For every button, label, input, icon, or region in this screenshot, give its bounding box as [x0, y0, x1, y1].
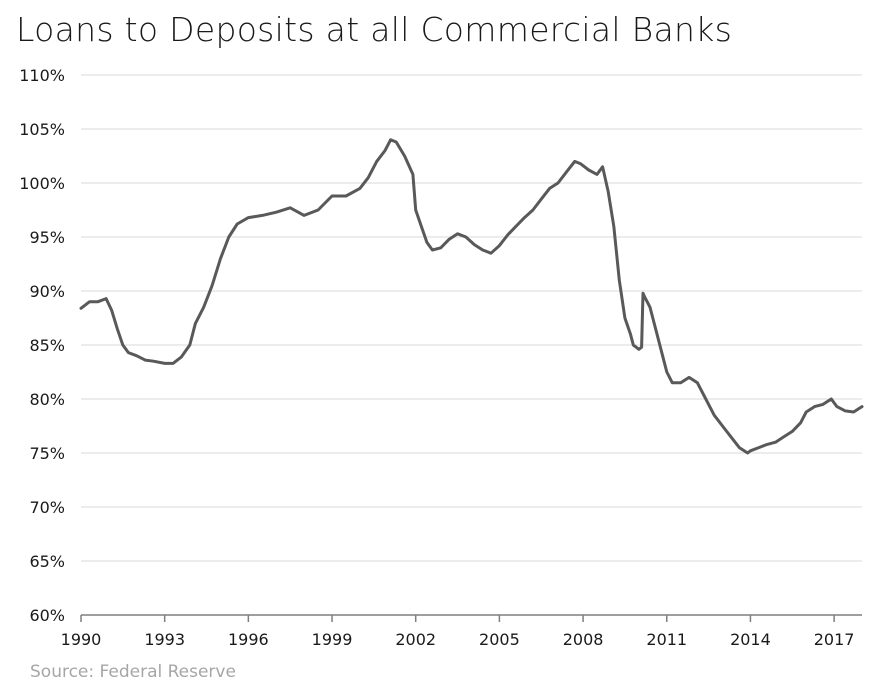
x-tick-label: 1999 [312, 630, 353, 649]
gridlines [81, 74, 862, 562]
source-note: Source: Federal Reserve [30, 662, 236, 682]
x-tick-label: 2017 [814, 630, 855, 649]
x-tick-label: 2008 [563, 630, 604, 649]
chart-title: Loans to Deposits at all Commercial Bank… [16, 10, 733, 49]
x-tick-label: 1993 [144, 630, 185, 649]
y-tick-label: 60% [29, 606, 65, 625]
plot-area [79, 138, 864, 455]
y-tick-label: 75% [29, 444, 65, 463]
y-tick-label: 105% [19, 120, 65, 139]
y-tick-label: 85% [29, 336, 65, 355]
y-tick-label: 80% [29, 390, 65, 409]
y-tick-label: 100% [19, 174, 65, 193]
y-tick-label: 95% [29, 228, 65, 247]
x-tick-label: 2014 [730, 630, 771, 649]
y-axis: 60% 65% 70% 75% 80% 85% 90% 95% 100% 105% 110% [19, 66, 65, 625]
x-tick-label: 2002 [395, 630, 436, 649]
y-tick-label: 90% [29, 282, 65, 301]
x-tick-label: 1990 [61, 630, 102, 649]
series-line [79, 138, 864, 455]
x-tick-label: 2011 [646, 630, 687, 649]
x-tick-label: 1996 [228, 630, 269, 649]
y-tick-label: 70% [29, 498, 65, 517]
x-tick-label: 2005 [479, 630, 520, 649]
y-tick-label: 110% [19, 66, 65, 85]
y-tick-label: 65% [29, 552, 65, 571]
x-axis: 1990 1993 1996 1999 2002 2005 2008 2011 2014 2017 [61, 614, 862, 649]
